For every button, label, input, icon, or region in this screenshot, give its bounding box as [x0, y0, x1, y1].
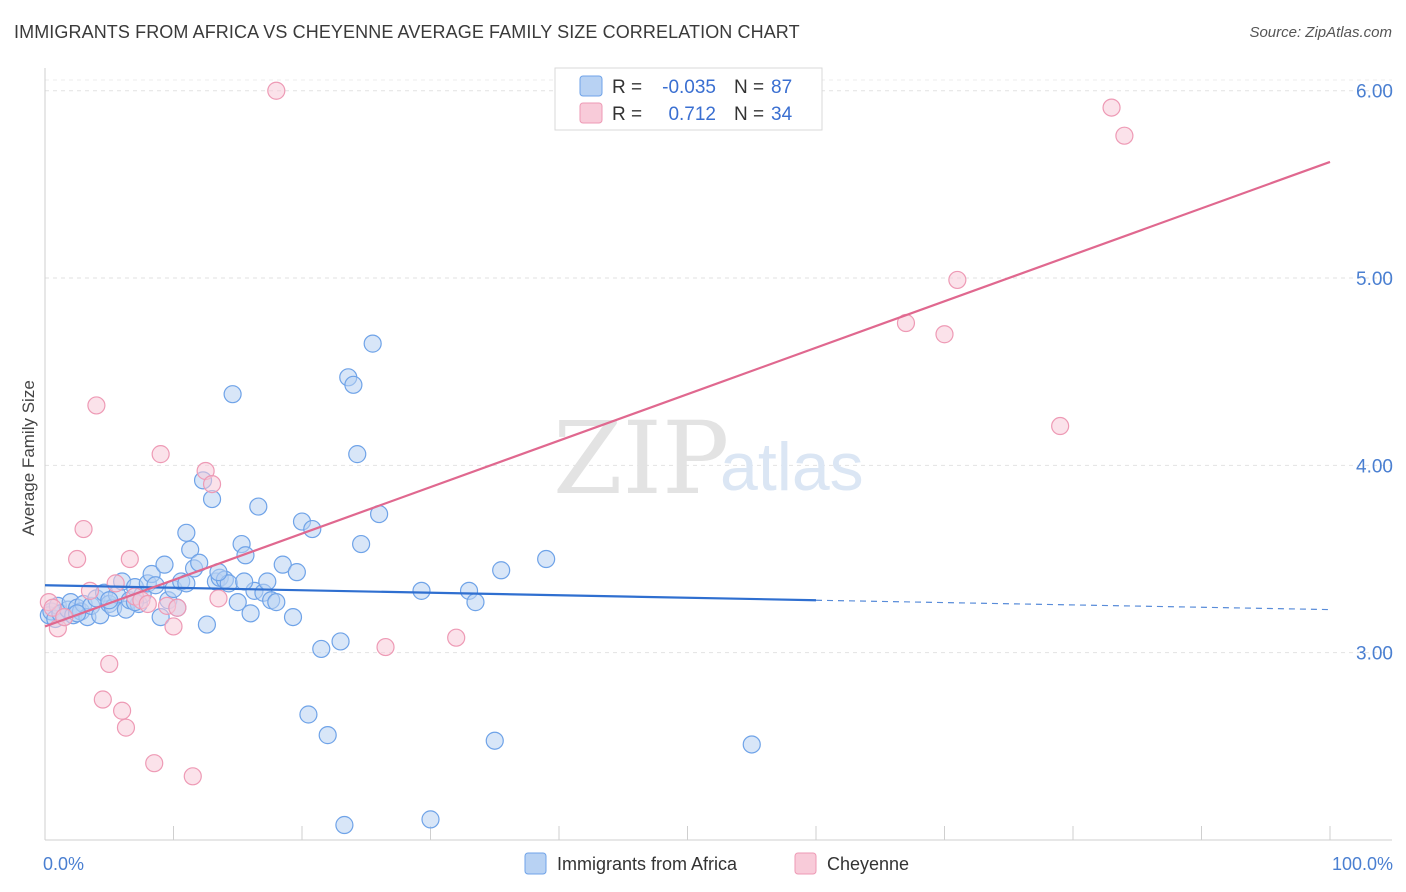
y-axis-label: Average Family Size [19, 380, 38, 536]
point-africa [273, 555, 292, 574]
point-africa [466, 593, 485, 612]
point-cheyenne [112, 701, 132, 720]
y-tick-label: 6.00 [1356, 82, 1393, 103]
point-cheyenne [202, 474, 222, 494]
point-cheyenne [948, 270, 967, 290]
point-cheyenne [1051, 416, 1070, 436]
series-swatch-africa [524, 852, 547, 875]
point-africa [352, 534, 371, 554]
watermark-zip: ZIP [553, 400, 729, 517]
legend-n-value-1: 87 [771, 77, 792, 98]
series-label-cheyenne: Cheyenne [827, 854, 909, 874]
point-cheyenne [1115, 126, 1134, 145]
series-label-africa: Immigrants from Africa [557, 854, 738, 874]
point-cheyenne [74, 519, 93, 539]
series-legend: Immigrants from Africa Cheyenne [524, 852, 909, 875]
point-cheyenne [145, 754, 164, 773]
trend-line-africa-extrapolated [815, 599, 1331, 611]
point-africa [331, 632, 350, 651]
data-points [39, 81, 1134, 835]
y-tick-label: 3.00 [1356, 644, 1393, 665]
series-swatch-cheyenne [794, 852, 817, 875]
trend-line-cheyenne [44, 160, 1331, 628]
point-africa [181, 540, 200, 559]
legend-r-label-1: R = [612, 77, 642, 98]
legend-n-label-2: N = [734, 104, 764, 125]
point-africa [267, 593, 286, 612]
point-africa [421, 810, 440, 829]
point-africa [412, 581, 431, 600]
point-africa [299, 705, 318, 724]
y-tick-label: 5.00 [1356, 269, 1393, 290]
point-africa [241, 604, 260, 623]
point-africa [197, 615, 217, 634]
y-tick-label: 4.00 [1356, 456, 1393, 477]
legend-n-label-1: N = [734, 77, 764, 98]
legend-r-label-2: R = [612, 104, 642, 125]
point-africa [363, 334, 382, 353]
point-cheyenne [93, 690, 112, 709]
x-tick-label-min: 0.0% [43, 854, 84, 874]
point-africa [258, 572, 277, 591]
point-cheyenne [68, 549, 87, 569]
point-africa [223, 385, 242, 404]
point-africa [283, 607, 303, 627]
point-cheyenne [138, 594, 157, 614]
watermark-atlas: atlas [720, 429, 864, 505]
point-africa [146, 576, 165, 595]
legend-r-value-1: -0.035 [662, 77, 716, 98]
point-africa [235, 572, 254, 591]
point-cheyenne [935, 325, 954, 344]
point-cheyenne [116, 718, 136, 737]
point-cheyenne [209, 589, 228, 608]
legend-swatch-cheyenne [579, 102, 603, 124]
legend-n-value-2: 34 [771, 104, 793, 125]
point-africa [344, 375, 363, 394]
point-africa [537, 549, 556, 569]
point-africa [742, 735, 761, 754]
point-africa [249, 497, 268, 516]
grid [45, 79, 1392, 654]
trend-line-africa [44, 584, 817, 602]
point-cheyenne [120, 549, 139, 569]
legend-swatch-africa [579, 75, 603, 97]
point-africa [287, 563, 306, 582]
chart-title: IMMIGRANTS FROM AFRICA VS CHEYENNE AVERA… [14, 22, 800, 42]
point-cheyenne [87, 396, 106, 415]
stats-legend: R = -0.035 N = 87 R = 0.712 N = 34 [554, 67, 823, 131]
point-africa [177, 523, 196, 542]
point-africa [318, 726, 337, 745]
point-cheyenne [376, 637, 395, 657]
point-cheyenne [164, 617, 183, 636]
point-africa [228, 593, 247, 612]
point-africa [155, 555, 174, 574]
point-cheyenne [1102, 98, 1121, 117]
point-cheyenne [151, 445, 170, 464]
point-cheyenne [106, 574, 125, 593]
point-africa [236, 546, 255, 565]
watermark: ZIP atlas [553, 400, 864, 517]
x-tick-label-max: 100.0% [1332, 854, 1393, 874]
point-africa [485, 731, 504, 750]
source-label: Source: ZipAtlas.com [1249, 24, 1392, 41]
point-cheyenne [168, 598, 187, 617]
point-cheyenne [100, 654, 119, 674]
axes: 3.00 4.00 5.00 6.00 0.0% 100.0% [43, 68, 1393, 874]
point-africa [348, 445, 367, 464]
trend-lines [44, 160, 1331, 628]
point-cheyenne [183, 767, 202, 786]
legend-r-value-2: 0.712 [668, 104, 716, 125]
point-africa [492, 561, 511, 580]
point-africa [312, 639, 331, 659]
point-cheyenne [447, 628, 466, 647]
point-cheyenne [267, 81, 286, 100]
point-africa [335, 815, 354, 835]
